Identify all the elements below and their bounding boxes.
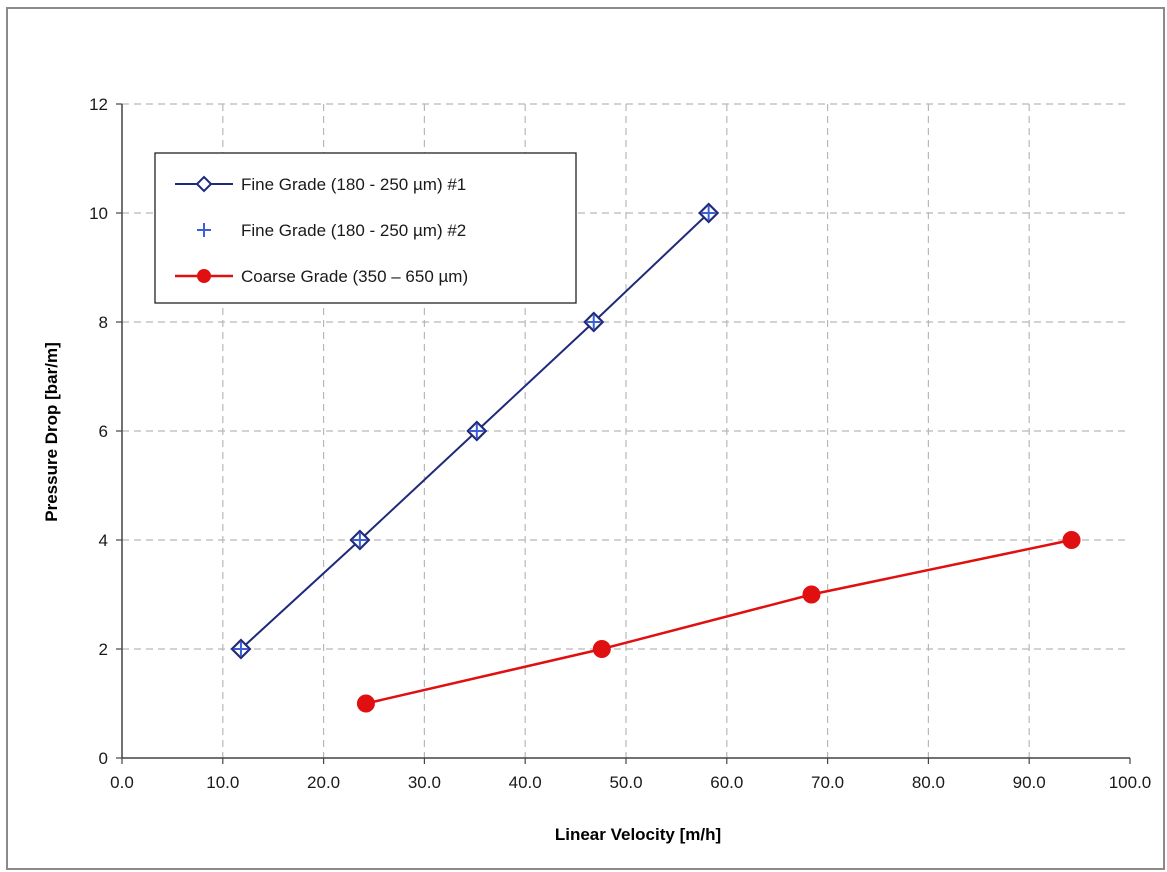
data-point-circle <box>356 694 375 713</box>
legend: Fine Grade (180 - 250 µm) #1 Fine Grade … <box>154 152 577 304</box>
y-tick-label: 12 <box>89 95 108 114</box>
y-tick-label: 4 <box>99 531 108 550</box>
legend-marker-fine-1 <box>195 175 213 193</box>
series-line <box>365 538 1072 705</box>
data-point-circle <box>592 640 611 658</box>
data-point-plus <box>586 315 601 329</box>
series-1 <box>233 206 716 656</box>
legend-label-fine-1: Fine Grade (180 - 250 µm) #1 <box>241 175 466 194</box>
x-tick-label: 50.0 <box>609 773 642 792</box>
y-tick-label: 10 <box>89 204 108 223</box>
x-tick-label: 10.0 <box>206 773 239 792</box>
data-point-circle <box>802 585 821 604</box>
legend-label-coarse: Coarse Grade (350 – 650 µm) <box>241 267 468 286</box>
y-axis-title: Pressure Drop [bar/m] <box>42 342 61 522</box>
data-point-plus <box>352 533 367 547</box>
x-tick-label: 30.0 <box>408 773 441 792</box>
legend-label-fine-2: Fine Grade (180 - 250 µm) #2 <box>241 221 466 240</box>
x-tick-label: 60.0 <box>710 773 743 792</box>
legend-box <box>154 152 577 304</box>
x-tick-label: 70.0 <box>811 773 844 792</box>
y-tick-label: 0 <box>99 749 108 768</box>
legend-entry-fine-1: Fine Grade (180 - 250 µm) #1 <box>175 175 466 194</box>
legend-marker-coarse <box>197 269 211 283</box>
x-tick-label: 90.0 <box>1013 773 1046 792</box>
y-tick-label: 6 <box>99 422 108 441</box>
axes <box>116 103 1131 764</box>
data-point-circle <box>1062 531 1081 549</box>
y-tick-label: 2 <box>99 640 108 659</box>
legend-entry-coarse: Coarse Grade (350 – 650 µm) <box>175 267 468 286</box>
data-point-plus <box>233 642 248 656</box>
x-tick-label: 80.0 <box>912 773 945 792</box>
data-point-plus <box>469 424 484 438</box>
chart-frame <box>6 7 1165 870</box>
series-layer <box>230 202 1081 713</box>
tick-labels: 0.0 10.0 20.0 30.0 40.0 50.0 60.0 70.0 80.0 90.0 1… <box>89 95 1151 792</box>
series-2 <box>356 531 1081 713</box>
legend-entry-fine-2: Fine Grade (180 - 250 µm) #2 <box>197 221 466 240</box>
x-tick-label: 20.0 <box>307 773 340 792</box>
x-tick-label: 40.0 <box>509 773 542 792</box>
legend-marker-fine-2 <box>197 223 211 237</box>
data-point-plus <box>701 206 716 220</box>
y-tick-label: 8 <box>99 313 108 332</box>
x-tick-label: 0.0 <box>110 773 134 792</box>
x-axis-title: Linear Velocity [m/h] <box>555 825 721 844</box>
x-tick-label: 100.0 <box>1109 773 1152 792</box>
